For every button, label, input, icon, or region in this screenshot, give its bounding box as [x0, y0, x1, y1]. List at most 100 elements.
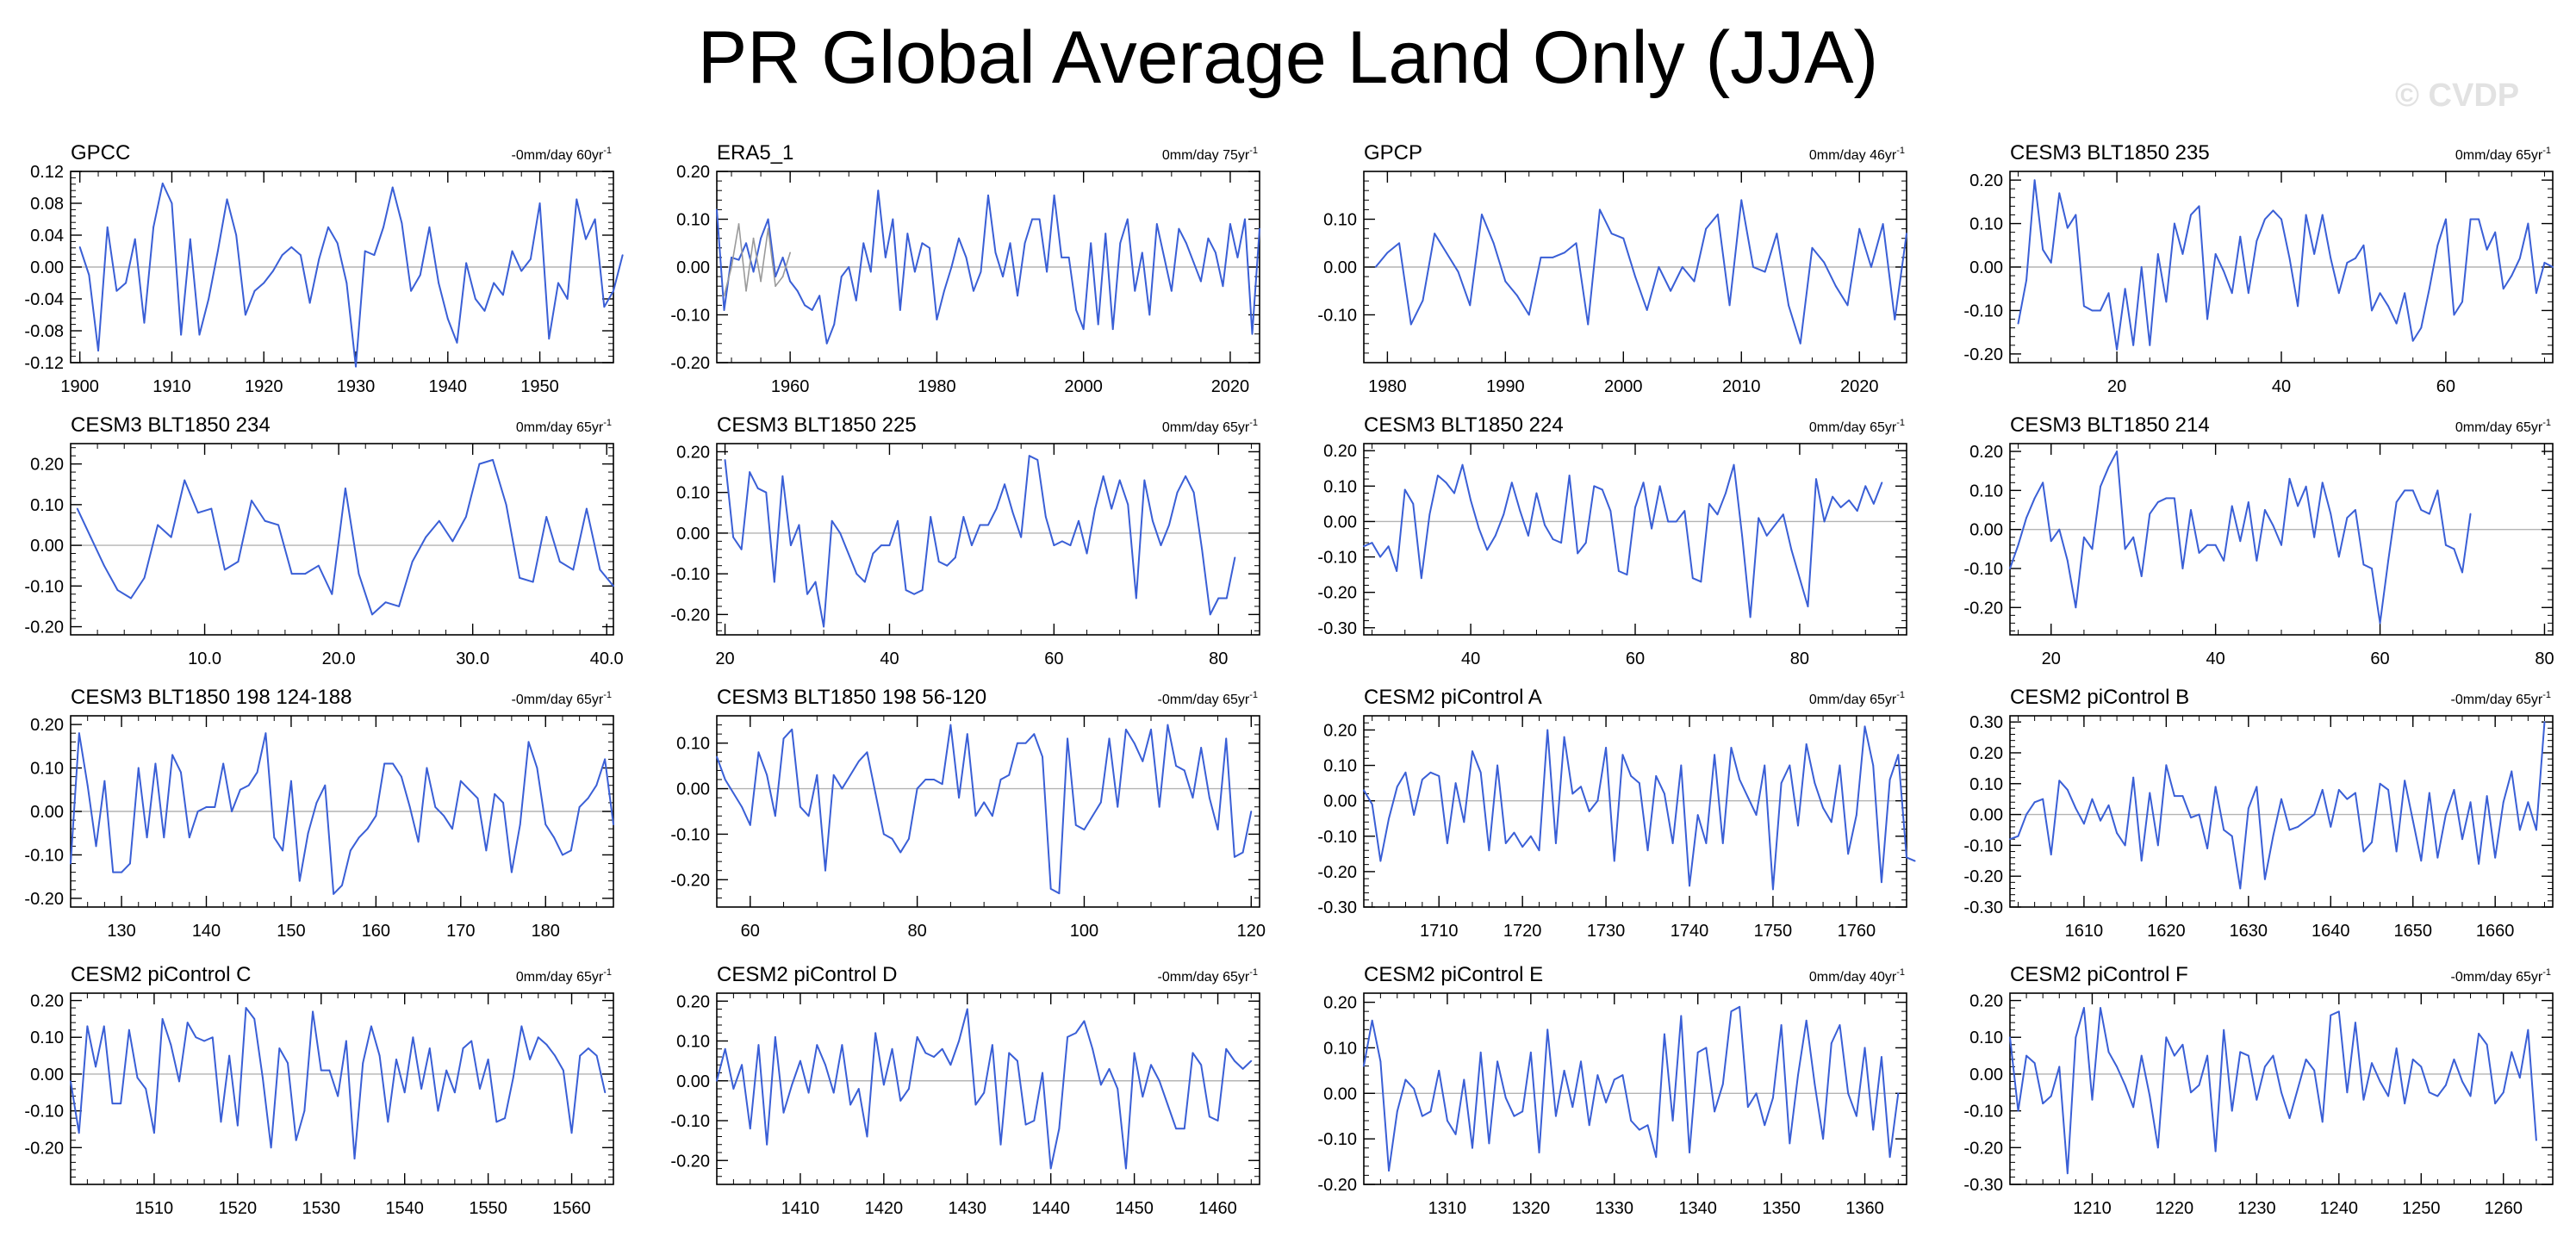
data-point — [86, 784, 89, 786]
data-point — [1097, 323, 1099, 326]
data-point — [1158, 805, 1160, 808]
data-point — [908, 837, 910, 840]
data-point — [1788, 304, 1789, 307]
data-point — [1363, 789, 1365, 792]
data-point — [2198, 205, 2200, 208]
data-point — [1488, 1142, 1490, 1145]
data-point — [1741, 534, 1743, 537]
data-point — [1111, 328, 1114, 331]
data-point — [1118, 479, 1121, 482]
data-point — [1596, 1074, 1599, 1077]
data-point — [2017, 1109, 2019, 1112]
data-point — [2140, 860, 2143, 862]
data-point — [76, 507, 78, 510]
x-tick-label: 1350 — [1762, 1199, 1801, 1218]
data-point — [933, 779, 935, 780]
y-tick-label: 0.00 — [30, 258, 64, 277]
data-point — [1529, 1051, 1532, 1053]
y-tick-label: -0.10 — [670, 565, 710, 584]
data-point — [2149, 1095, 2151, 1097]
data-point — [1613, 860, 1615, 862]
data-point — [588, 1047, 589, 1049]
data-point — [1671, 1120, 1674, 1122]
data-point — [1675, 520, 1677, 523]
data-point — [1618, 570, 1620, 572]
data-point — [2445, 813, 2447, 816]
trend-exponent: -1 — [1896, 690, 1905, 700]
data-point — [604, 758, 607, 761]
data-point — [2536, 1139, 2537, 1141]
data-point — [1192, 797, 1194, 799]
data-point — [479, 1088, 481, 1090]
data-point — [134, 238, 136, 240]
data-point — [1024, 742, 1027, 744]
x-tick-label: 1360 — [1845, 1199, 1884, 1218]
data-point — [320, 1069, 322, 1072]
data-point — [2017, 322, 2019, 325]
data-point — [933, 1056, 935, 1058]
data-point — [1906, 856, 1907, 859]
data-point — [2395, 850, 2398, 853]
data-point — [1108, 737, 1111, 740]
data-point — [888, 544, 891, 546]
data-point — [1593, 485, 1596, 488]
data-point — [1780, 782, 1783, 785]
data-point — [1396, 1110, 1398, 1113]
data-point — [1158, 1079, 1160, 1082]
x-tick-label: 1310 — [1428, 1199, 1467, 1218]
y-tick-label: 0.10 — [1323, 211, 1357, 230]
y-tick-label: 0.10 — [676, 735, 710, 754]
plot-frame — [716, 715, 1260, 908]
data-point — [1379, 1060, 1382, 1063]
data-point — [2156, 844, 2159, 847]
data-point — [527, 741, 530, 743]
y-tick-label: -0.20 — [1317, 584, 1357, 603]
trend-exponent: -1 — [603, 967, 612, 978]
data-point — [345, 282, 348, 284]
data-point — [1839, 1024, 1841, 1026]
data-point — [1409, 323, 1412, 326]
data-point — [1888, 1156, 1891, 1159]
y-tick-label: -0.10 — [1963, 1103, 2003, 1122]
x-tick-label: 20.0 — [322, 649, 356, 668]
data-point — [2272, 525, 2274, 527]
data-point — [2272, 835, 2274, 837]
data-point — [1125, 728, 1127, 730]
data-point — [1588, 811, 1590, 812]
data-point — [186, 1022, 189, 1024]
data-point — [1764, 1124, 1766, 1127]
data-point — [1855, 1115, 1857, 1117]
data-point — [419, 274, 421, 277]
trend-exponent: -1 — [2542, 146, 2551, 156]
data-point — [1577, 552, 1579, 555]
data-point — [1371, 803, 1373, 805]
data-point — [220, 1121, 222, 1123]
y-tick-label: 0.10 — [30, 496, 64, 515]
data-point — [1823, 520, 1826, 523]
data-point — [1630, 1120, 1633, 1122]
data-point — [1609, 510, 1612, 513]
panel-title: CESM2 piControl D — [717, 963, 897, 986]
data-point — [841, 787, 843, 790]
y-tick-label: 0.00 — [676, 258, 710, 277]
data-point — [247, 784, 250, 786]
data-point — [262, 1077, 264, 1079]
data-point — [585, 507, 588, 510]
data-point — [2050, 540, 2052, 543]
data-point — [1170, 289, 1173, 292]
x-tick-label: 1410 — [781, 1199, 820, 1218]
data-point — [1445, 482, 1447, 484]
data-point — [128, 1028, 130, 1031]
data-point — [78, 245, 81, 248]
data-point — [1447, 1120, 1448, 1122]
data-point — [1613, 1078, 1615, 1081]
data-point — [857, 1088, 860, 1090]
data-point — [839, 532, 842, 534]
data-point — [1143, 479, 1146, 482]
data-point — [2518, 829, 2521, 831]
data-point — [1488, 849, 1490, 852]
data-point — [438, 282, 440, 284]
data-point — [2355, 258, 2356, 259]
data-point — [1790, 549, 1793, 551]
data-point — [1141, 252, 1143, 254]
